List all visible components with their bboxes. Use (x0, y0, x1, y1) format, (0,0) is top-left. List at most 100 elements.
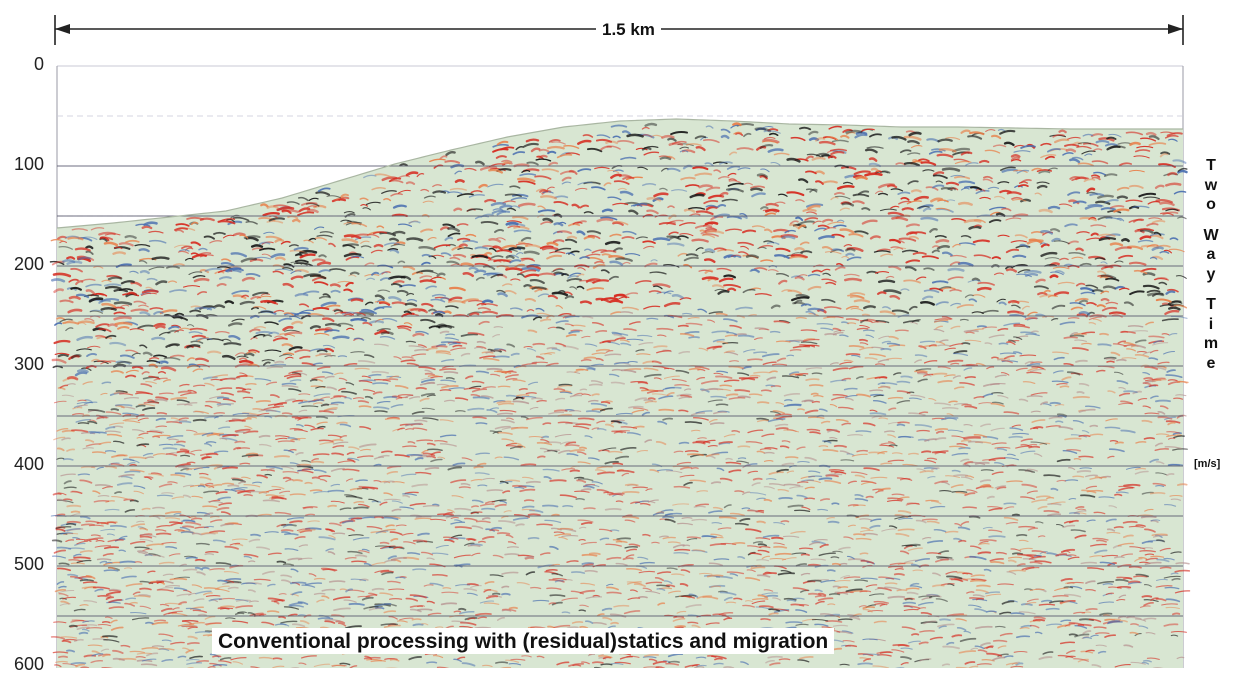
seismic-wavelet (502, 594, 510, 595)
seismic-wavelet (124, 499, 133, 500)
seismic-wavelet (312, 462, 324, 463)
seismic-wavelet (532, 398, 542, 399)
seismic-wavelet (116, 323, 132, 324)
seismic-wavelet (206, 552, 218, 553)
seismic-wavelet (898, 529, 914, 530)
seismic-wavelet (659, 410, 673, 411)
seismic-wavelet (1178, 171, 1186, 172)
seismic-wavelet (1078, 471, 1091, 472)
seismic-wavelet (739, 458, 746, 459)
seismic-wavelet (104, 570, 117, 571)
seismic-wavelet (432, 346, 446, 347)
seismic-wavelet (954, 475, 967, 476)
seismic-wavelet (440, 390, 450, 391)
seismic-wavelet (750, 375, 760, 376)
seismic-wavelet (1048, 504, 1061, 505)
seismic-wavelet (733, 543, 745, 544)
seismic-wavelet (563, 506, 573, 507)
seismic-wavelet (1074, 397, 1090, 398)
seismic-wavelet (766, 210, 778, 211)
seismic-wavelet (505, 554, 518, 555)
seismic-wavelet (498, 533, 509, 534)
seismic-wavelet (492, 528, 501, 529)
seismic-wavelet (112, 409, 119, 410)
seismic-wavelet (1071, 335, 1084, 336)
scale-bar-right-arrow (1168, 24, 1183, 34)
seismic-wavelet (779, 498, 792, 499)
seismic-wavelet (654, 239, 669, 240)
seismic-wavelet (601, 664, 612, 665)
seismic-wavelet (207, 454, 218, 455)
seismic-wavelet (1009, 570, 1025, 571)
seismic-wavelet (963, 507, 976, 508)
seismic-wavelet (649, 398, 655, 399)
seismic-wavelet (805, 401, 812, 402)
seismic-wavelet (798, 409, 804, 410)
seismic-wavelet (177, 441, 185, 442)
seismic-wavelet (529, 538, 539, 539)
seismic-wavelet (1039, 604, 1054, 605)
seismic-wavelet (552, 515, 559, 516)
seismic-wavelet (494, 356, 509, 357)
seismic-wavelet (1029, 447, 1039, 448)
seismic-wavelet (555, 410, 567, 411)
seismic-wavelet (764, 453, 774, 454)
seismic-wavelet (1069, 318, 1079, 319)
seismic-wavelet (510, 608, 517, 609)
seismic-wavelet (897, 590, 907, 591)
seismic-wavelet (414, 540, 427, 541)
seismic-wavelet (297, 465, 310, 466)
seismic-wavelet (381, 543, 389, 544)
seismic-wavelet (1090, 426, 1097, 427)
seismic-wavelet (689, 337, 699, 338)
seismic-wavelet (103, 622, 110, 623)
seismic-wavelet (183, 621, 198, 622)
seismic-wavelet (971, 580, 985, 581)
seismic-wavelet (157, 326, 165, 327)
seismic-wavelet (72, 511, 80, 512)
seismic-wavelet (583, 555, 597, 556)
seismic-wavelet (786, 622, 802, 623)
seismic-wavelet (284, 478, 291, 479)
seismic-wavelet (1070, 634, 1077, 635)
seismic-wavelet (845, 279, 860, 280)
seismic-wavelet (313, 477, 320, 478)
seismic-wavelet (170, 579, 186, 580)
seismic-wavelet (1173, 613, 1179, 614)
seismic-wavelet (881, 349, 890, 350)
seismic-wavelet (70, 626, 77, 627)
seismic-wavelet (525, 500, 534, 501)
seismic-wavelet (576, 424, 590, 425)
seismic-wavelet (228, 485, 238, 486)
seismic-wavelet (779, 659, 789, 660)
seismic-wavelet (483, 301, 492, 302)
seismic-wavelet (543, 248, 557, 249)
seismic-wavelet (1070, 513, 1079, 514)
seismic-wavelet (772, 538, 783, 539)
seismic-wavelet (1034, 620, 1044, 621)
seismic-wavelet (571, 470, 580, 471)
seismic-wavelet (590, 384, 602, 385)
seismic-wavelet (860, 553, 867, 554)
seismic-wavelet (662, 136, 673, 137)
seismic-wavelet (754, 352, 767, 353)
seismic-wavelet (237, 448, 249, 449)
seismic-wavelet (932, 374, 946, 375)
seismic-wavelet (1086, 609, 1097, 610)
seismic-wavelet (686, 451, 698, 452)
seismic-wavelet (847, 354, 860, 355)
seismic-wavelet (1117, 360, 1126, 361)
seismic-wavelet (906, 588, 918, 589)
seismic-wavelet (290, 494, 305, 495)
seismic-wavelet (624, 558, 633, 559)
seismic-wavelet (903, 208, 913, 209)
seismic-wavelet (413, 569, 426, 570)
seismic-wavelet (899, 645, 907, 646)
seismic-wavelet (565, 445, 579, 446)
seismic-wavelet (1151, 493, 1165, 494)
seismic-wavelet (415, 350, 428, 351)
seismic-wavelet (1056, 421, 1063, 422)
seismic-wavelet (205, 554, 213, 555)
seismic-wavelet (989, 536, 1005, 537)
seismic-wavelet (213, 656, 221, 657)
